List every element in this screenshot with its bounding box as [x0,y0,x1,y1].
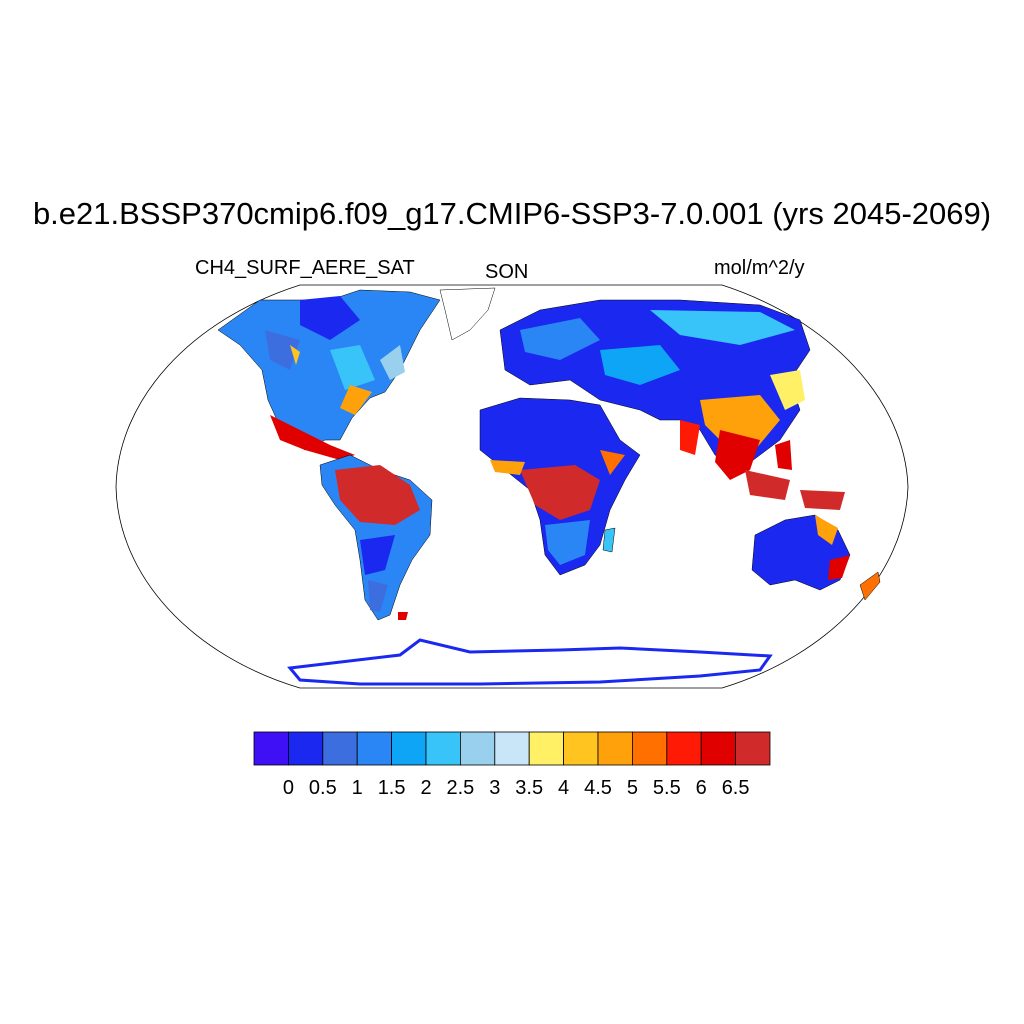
colorbar-tick-label: 4.5 [584,777,612,799]
colorbar-swatch [459,731,496,766]
colorbar-swatch [391,731,427,766]
colorbar-swatch [528,731,565,766]
map-title: b.e21.BSSP370cmip6.f09_g17.CMIP6-SSP3-7.… [32,196,992,231]
africa-landmass [479,397,641,576]
colorbar-tick-label: 2.5 [446,777,474,799]
colorbar-swatch [356,731,393,766]
antarctica-landmass [287,638,773,686]
eurasia-landmass [499,299,811,480]
colorbar-tick-label: 1 [352,777,363,799]
new-zealand-landmass [859,571,881,601]
colorbar-swatch [632,731,668,766]
southeast-asia-islands [745,440,845,510]
colorbar-swatch [563,731,599,766]
colorbar-tick-label: 4 [558,777,569,799]
units-label: mol/m^2/y [714,257,805,279]
north-america-landmass [217,289,441,460]
colorbar-swatch [735,731,771,766]
colorbar-swatch [666,731,702,766]
colorbar-tick-label: 1.5 [378,777,406,799]
colorbar-tick-label: 3.5 [515,777,543,799]
colorbar-tick-label: 0 [283,777,294,799]
colorbar-tick-label: 6.5 [722,777,750,799]
colorbar-swatch [597,731,633,766]
colorbar-swatch [700,731,737,766]
colorbar-tick-label: 5.5 [653,777,681,799]
colorbar-swatch [287,731,324,766]
colorbar-tick-label: 2 [420,777,431,799]
variable-label: CH4_SURF_AERE_SAT [195,257,415,279]
australia-landmass [751,514,851,591]
season-label: SON [485,261,529,283]
colorbar-tick-label: 5 [627,777,638,799]
colorbar-swatch [322,731,358,766]
madagascar-landmass [602,527,616,553]
colorbar-swatch [494,731,530,766]
colorbar-swatch [425,731,461,766]
colorbar-swatch [253,731,289,766]
colorbar-tick-label: 6 [696,777,707,799]
colorbar-tick-label: 3 [489,777,500,799]
greenland-landmass [439,287,496,341]
colorbar-tick-label: 0.5 [309,777,337,799]
south-america-landmass [319,454,433,621]
